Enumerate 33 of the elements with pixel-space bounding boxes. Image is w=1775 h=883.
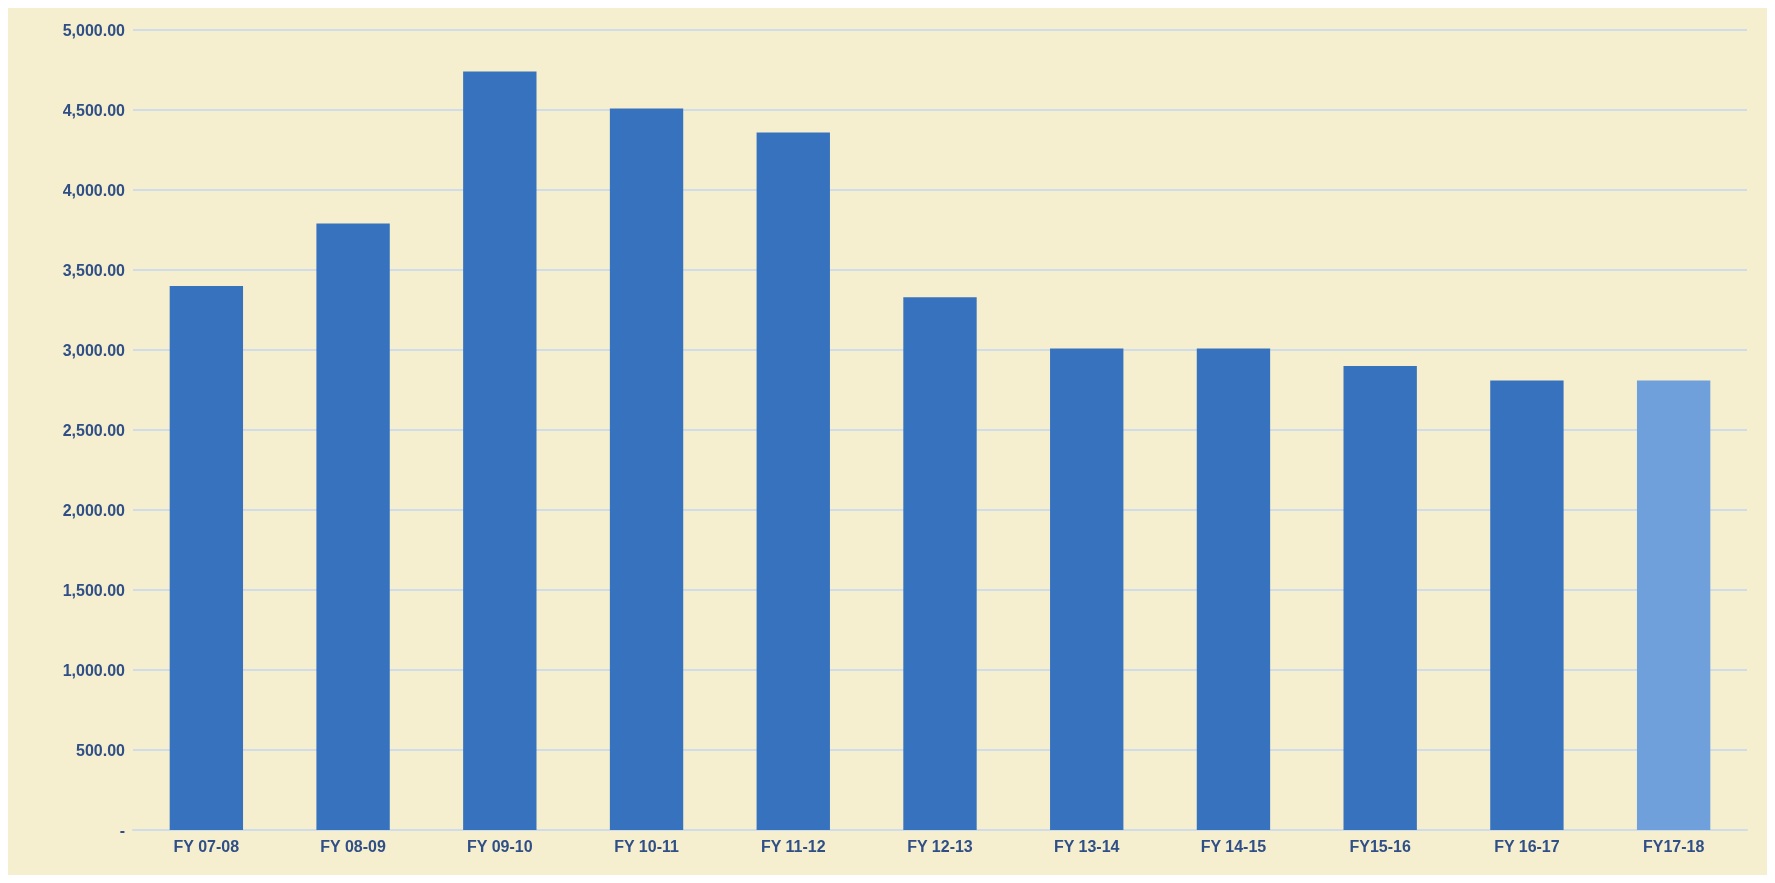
y-tick-label: 4,500.00 bbox=[62, 101, 126, 119]
bar bbox=[316, 223, 390, 830]
x-tick-label: FY 13-14 bbox=[1053, 837, 1120, 855]
x-tick-label: FY 16-17 bbox=[1494, 837, 1560, 855]
y-tick-label: 1,000.00 bbox=[62, 661, 126, 679]
bar bbox=[463, 71, 537, 830]
bar bbox=[1196, 348, 1271, 830]
y-tick-label: 2,500.00 bbox=[62, 421, 126, 439]
y-tick-label: 500.00 bbox=[76, 741, 126, 759]
bar bbox=[1636, 380, 1711, 830]
bar bbox=[1050, 348, 1124, 830]
bar bbox=[1343, 366, 1417, 830]
y-tick-label: 5,000.00 bbox=[62, 21, 126, 39]
bar bbox=[756, 132, 830, 830]
bar bbox=[1490, 380, 1564, 830]
x-tick-label: FY 11-12 bbox=[760, 837, 826, 855]
x-tick-label: FY 07-08 bbox=[173, 837, 240, 855]
y-tick-label: 4,000.00 bbox=[62, 181, 126, 199]
y-tick-label: - bbox=[119, 821, 125, 839]
x-tick-label: FY 08-09 bbox=[320, 837, 386, 855]
y-tick-label: 3,500.00 bbox=[62, 261, 126, 279]
x-tick-label: FY17-18 bbox=[1642, 837, 1705, 855]
bar bbox=[169, 286, 244, 830]
y-tick-label: 2,000.00 bbox=[62, 501, 126, 519]
x-tick-label: FY 12-13 bbox=[907, 837, 973, 855]
bar bbox=[609, 108, 684, 830]
y-tick-label: 1,500.00 bbox=[62, 581, 126, 599]
y-tick-label: 3,000.00 bbox=[62, 341, 126, 359]
bar bbox=[903, 297, 977, 830]
x-tick-label: FY 10-11 bbox=[614, 837, 679, 855]
x-tick-label: FY 09-10 bbox=[467, 837, 533, 855]
x-tick-label: FY 14-15 bbox=[1200, 837, 1267, 855]
x-tick-label: FY15-16 bbox=[1349, 837, 1411, 855]
